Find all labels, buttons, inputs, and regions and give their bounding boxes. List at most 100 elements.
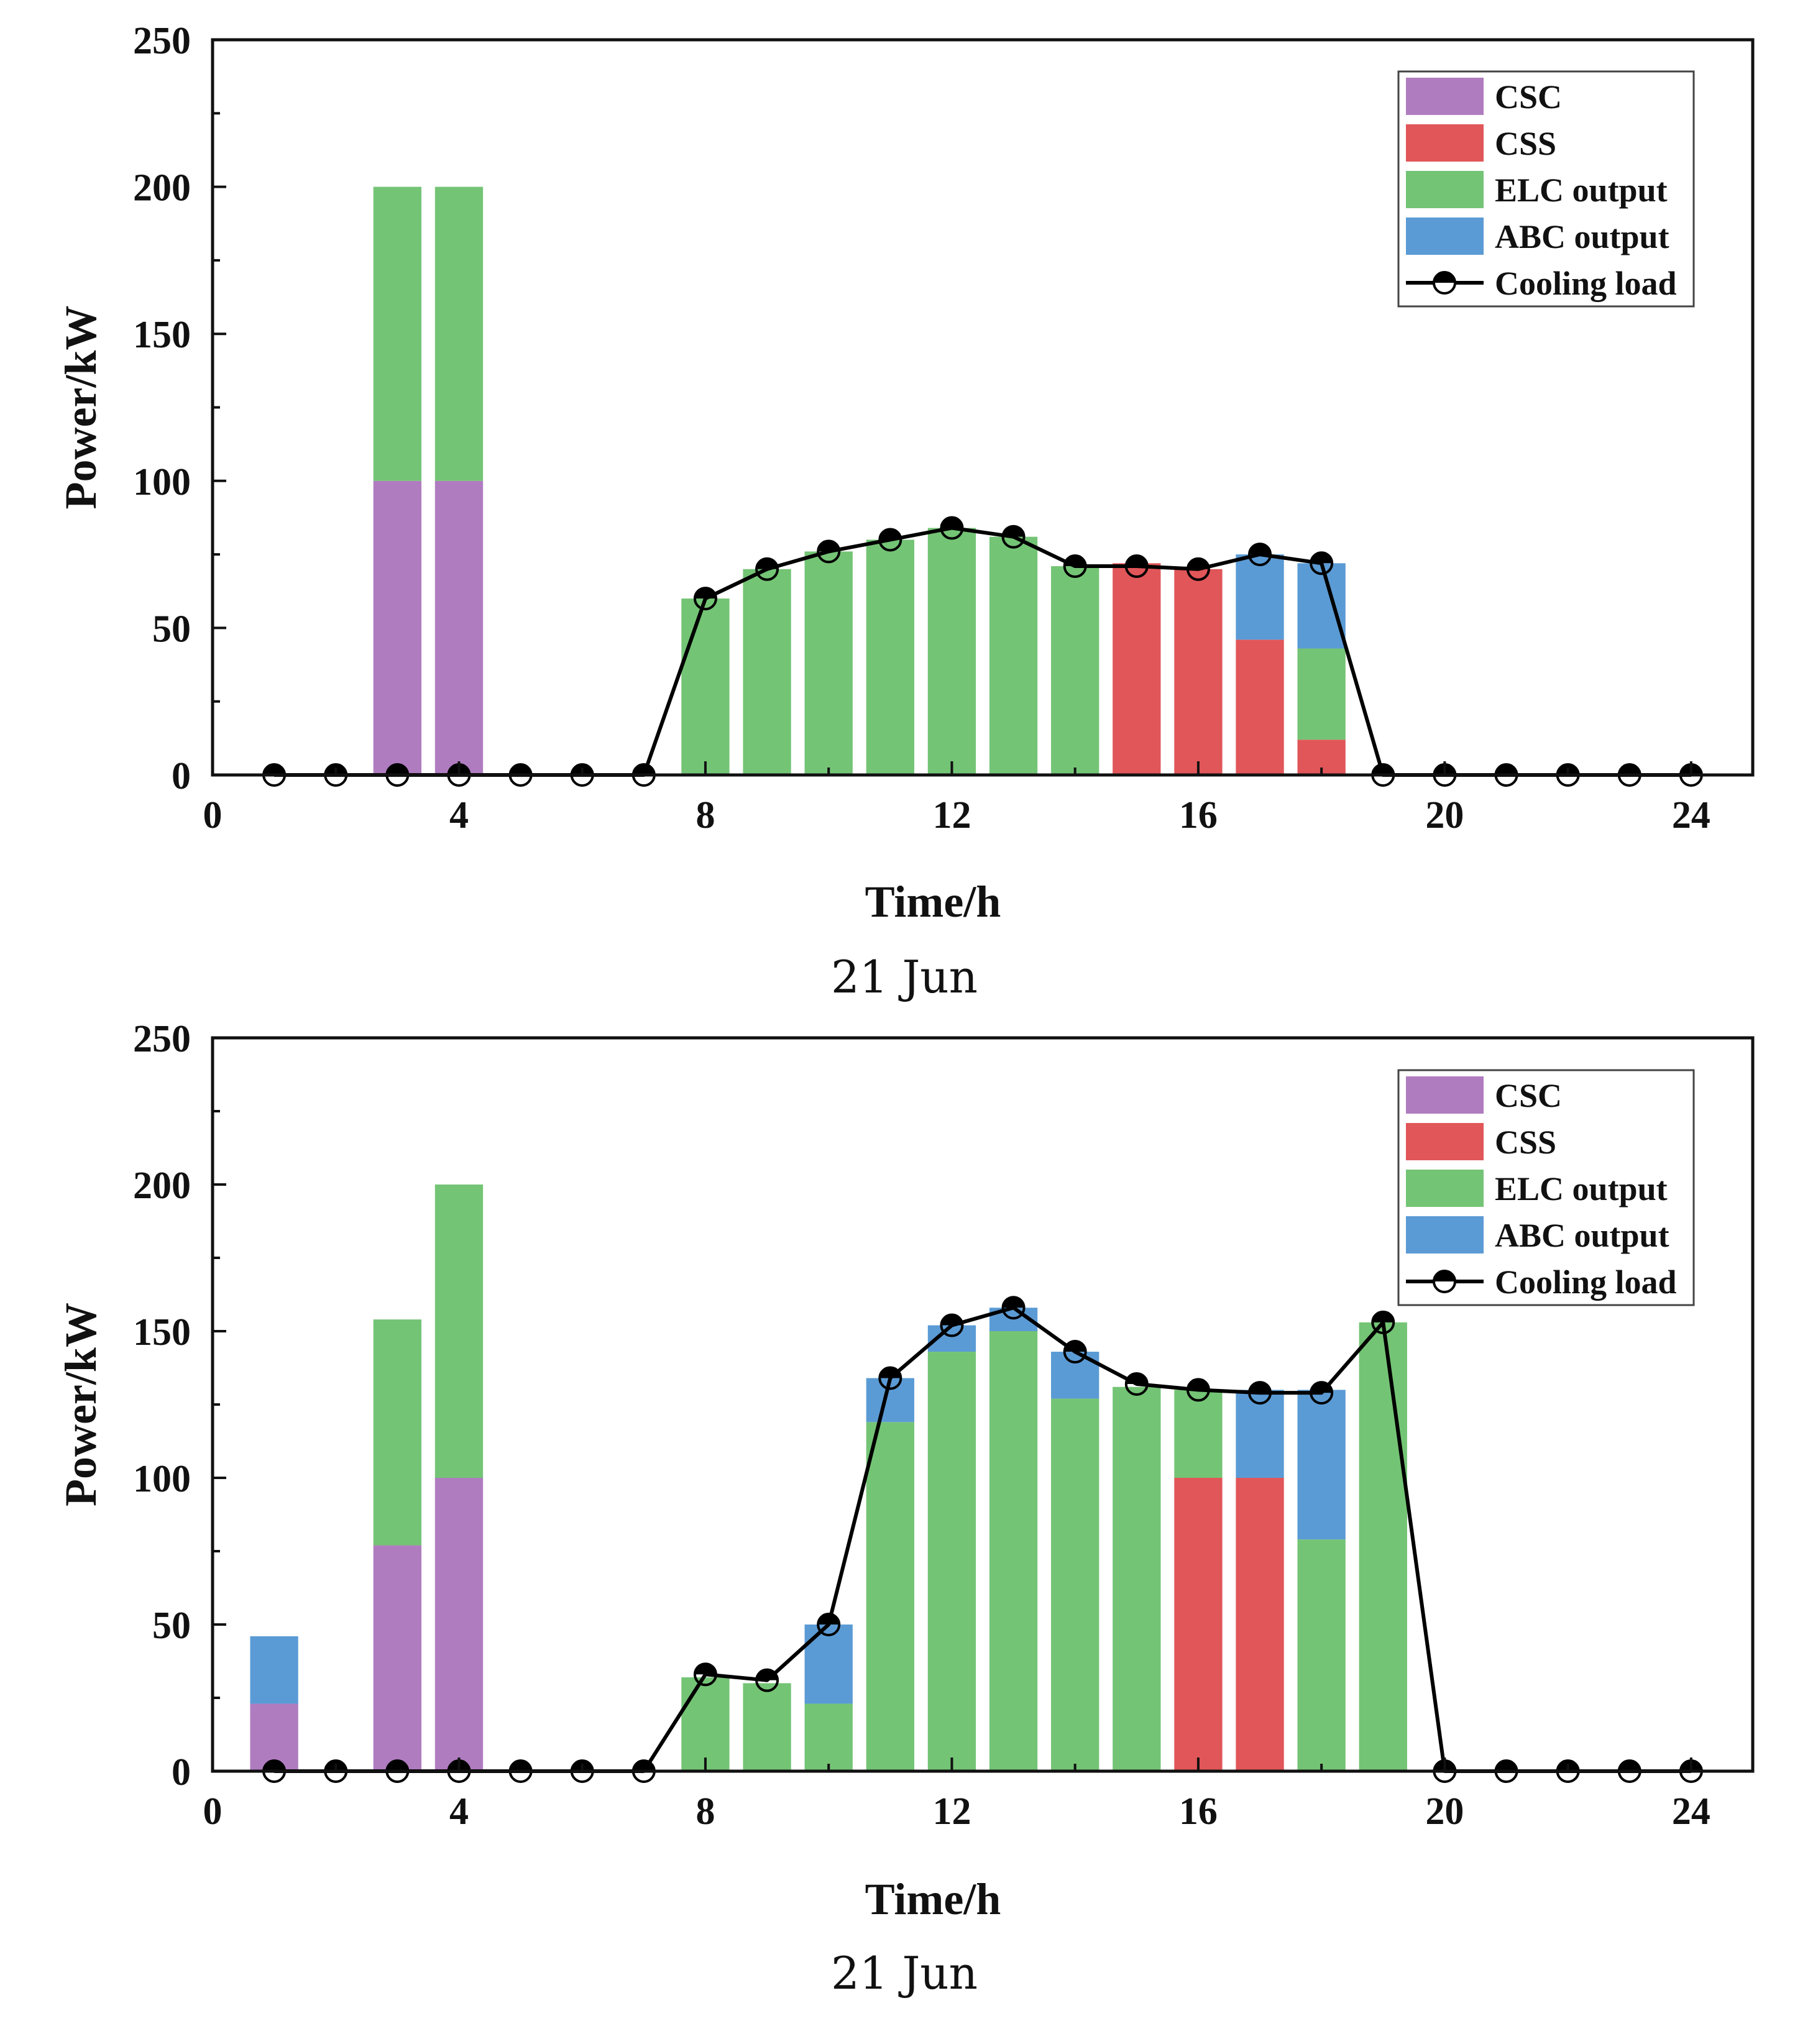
marker-fill [1372,1311,1394,1322]
marker-fill [756,558,778,569]
marker-fill [1249,1382,1271,1393]
legend-label: Cooling load [1495,265,1677,302]
cooling-load-line [274,1306,1691,1773]
marker-fill [387,764,408,775]
legend-swatch [1406,1170,1484,1207]
bar-segment [866,1422,914,1771]
x-tick-label: 16 [1179,1790,1218,1833]
bar-segment [434,1185,484,1478]
marker-fill [1618,764,1640,775]
cooling-load-point [1186,557,1210,581]
caption: 21 Jun [831,951,978,1003]
marker-fill [510,1761,531,1771]
legend-swatch [1406,1123,1484,1160]
bar-segment [250,1636,298,1704]
y-tick-label: 200 [133,167,191,209]
marker-fill [387,1761,408,1771]
marker-fill [1003,1297,1024,1308]
bar-segment [866,539,914,775]
bar-segment [434,186,484,481]
bar-segment [1297,563,1346,649]
marker-fill [941,517,963,528]
x-tick-label: 20 [1425,794,1464,836]
cooling-load-point [1001,1296,1026,1320]
x-tick-label: 0 [203,1790,223,1833]
bars [373,186,1346,775]
bar-segment [1051,566,1099,775]
marker-fill [1126,1373,1147,1384]
cooling-load-point [755,1668,779,1692]
x-tick-label: 8 [696,1790,715,1833]
legend-label: ABC output [1495,218,1669,255]
cooling-load-point [1063,1340,1087,1364]
marker-fill [1126,556,1147,567]
chart-panel-bottom: 0 4 8 12 16 20 24 0 50 100 150 200 250 Time/h Power/kW… [56,1018,1755,1999]
cooling-load-point [693,587,717,611]
marker-fill [633,764,654,775]
bar-segment [373,1319,422,1546]
marker-fill [1187,558,1209,569]
marker-fill [1003,526,1024,537]
bar-segment [1359,1322,1407,1771]
marker-fill [1064,556,1086,567]
bar-segment [373,186,422,481]
bar-segment [1051,1398,1099,1771]
bar-segment [1297,648,1346,740]
legend-label: CSS [1495,1124,1556,1161]
x-tick-label: 16 [1179,794,1218,836]
y-axis-title: Power/kW [56,306,106,510]
bar-segment [1113,1386,1161,1771]
cooling-load-line [274,526,1691,777]
legend-swatch [1406,171,1484,208]
cooling-load-point [755,557,779,581]
bar-segment [927,1352,976,1771]
x-tick-label: 12 [932,1790,971,1833]
y-tick-label: 200 [133,1165,191,1207]
legend-label: CSC [1495,1077,1562,1114]
marker-fill [264,1761,285,1771]
bar-segment [1297,1390,1346,1540]
cooling-load-point [940,516,964,540]
x-tick-label: 8 [696,794,715,836]
legend-label: ELC output [1495,1170,1668,1208]
legend-label: Cooling load [1495,1263,1677,1301]
y-tick-label: 0 [172,755,191,797]
marker-fill [510,764,531,775]
legend-swatch [1406,124,1484,162]
marker-fill [756,1669,778,1680]
cooling-load-point [693,1662,717,1687]
cooling-load-point [1124,1372,1149,1396]
marker-fill [264,764,285,775]
cooling-load-point [1186,1378,1210,1402]
x-tick-label: 24 [1672,794,1710,836]
cooling-load-point [1310,551,1334,575]
legend-label: CSS [1495,125,1556,162]
y-tick-label: 150 [133,314,191,356]
marker-fill [1311,552,1333,564]
marker-fill [818,1614,840,1625]
legend-swatch [1406,218,1484,255]
marker-fill [941,1314,963,1326]
bar-segment [681,1677,730,1771]
bar-segment [927,528,976,775]
bar-segment [804,551,853,775]
marker-fill [633,1761,654,1771]
bar-segment [1236,554,1284,640]
marker-fill [1618,1761,1640,1771]
bar-segment [373,1545,422,1771]
legend: CSC CSS ELC output ABC output Cooling load [1397,70,1695,308]
legend-swatch [1406,1076,1484,1114]
legend-label: CSC [1495,78,1562,116]
x-tick-label: 24 [1672,1790,1710,1833]
legend: CSC CSS ELC output ABC output Cooling load [1397,1069,1695,1306]
marker-fill [1187,1379,1209,1390]
x-tick-label: 0 [203,794,223,836]
bar-segment [434,1478,484,1771]
y-tick-label: 150 [133,1311,191,1354]
marker-fill [1495,764,1517,775]
marker-fill [1064,1341,1086,1352]
cooling-load-point [1063,554,1087,579]
bar-segment [989,536,1038,775]
y-tick-label: 50 [152,608,191,650]
